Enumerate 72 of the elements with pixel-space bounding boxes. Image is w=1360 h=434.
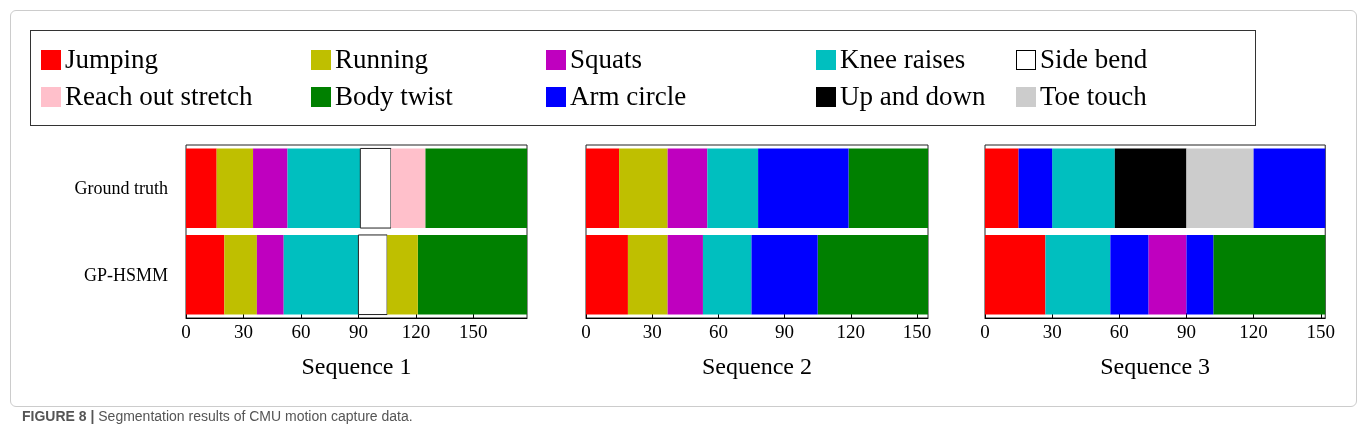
bar <box>707 148 759 229</box>
x-tick-label: 120 <box>1239 321 1268 342</box>
x-axis-title: Sequence 2 <box>702 353 812 379</box>
x-tick-label: 30 <box>233 321 253 342</box>
x-tick-label: 150 <box>459 321 488 342</box>
bar <box>751 234 818 315</box>
legend-label: Jumping <box>65 44 159 75</box>
x-axis-title: Sequence 3 <box>1100 353 1211 379</box>
bar <box>848 148 928 229</box>
legend-label: Toe touch <box>1040 81 1147 112</box>
legend-label: Side bend <box>1040 44 1148 75</box>
legend-label: Body twist <box>335 81 453 112</box>
bar <box>1110 234 1149 315</box>
bar <box>758 148 849 229</box>
bar <box>359 147 392 229</box>
x-tick-label: 0 <box>181 321 191 342</box>
bar <box>186 234 225 315</box>
bar <box>1045 234 1111 315</box>
bar <box>256 234 284 315</box>
y-tick-label: Ground truth <box>74 178 168 199</box>
bar <box>417 234 527 315</box>
bar <box>1114 148 1187 229</box>
x-tick-label: 90 <box>1176 321 1196 342</box>
x-tick-label: 120 <box>836 321 866 342</box>
x-tick-label: 30 <box>1042 321 1062 342</box>
bar <box>586 234 628 315</box>
bar <box>1148 234 1187 315</box>
bar <box>1018 148 1053 229</box>
caption: FIGURE 8 | Segmentation results of CMU motion capture data. <box>22 408 413 424</box>
bar <box>390 148 426 229</box>
legend-label: Up and down <box>840 81 986 112</box>
legend-label: Arm circle <box>570 81 687 112</box>
bar <box>667 148 708 229</box>
bar <box>425 148 527 229</box>
legend-label: Squats <box>570 44 643 75</box>
x-tick-label: 60 <box>708 321 728 342</box>
x-tick-label: 90 <box>348 321 368 342</box>
x-tick-label: 150 <box>1306 321 1335 342</box>
bar <box>287 148 361 229</box>
bar <box>985 234 1046 315</box>
bar <box>702 234 752 315</box>
x-tick-label: 30 <box>642 321 662 342</box>
bar <box>1213 234 1326 315</box>
x-tick-label: 0 <box>980 321 990 342</box>
bar <box>224 234 257 315</box>
bar <box>817 234 928 315</box>
bar <box>357 234 388 316</box>
x-tick-label: 120 <box>401 321 431 342</box>
bar <box>216 148 254 229</box>
x-tick-label: 60 <box>1109 321 1129 342</box>
bar <box>1052 148 1115 229</box>
x-tick-label: 150 <box>902 321 932 342</box>
bar <box>667 234 703 315</box>
bar <box>387 234 418 315</box>
bar <box>627 234 668 315</box>
legend-label: Knee raises <box>840 44 966 75</box>
legend-label: Running <box>335 44 429 75</box>
bar <box>586 148 620 229</box>
x-tick-label: 60 <box>291 321 311 342</box>
bar <box>1186 148 1254 229</box>
bar <box>619 148 668 229</box>
x-tick-label: 0 <box>581 321 591 342</box>
bar <box>283 234 359 315</box>
y-tick-label: GP-HSMM <box>83 264 168 285</box>
x-axis-title: Sequence 1 <box>301 353 412 379</box>
bar <box>253 148 288 229</box>
bar <box>186 148 217 229</box>
bar <box>1186 234 1214 315</box>
bar <box>985 148 1019 229</box>
bar <box>1253 148 1326 229</box>
legend-label: Reach out stretch <box>65 81 253 112</box>
x-tick-label: 90 <box>775 321 795 342</box>
